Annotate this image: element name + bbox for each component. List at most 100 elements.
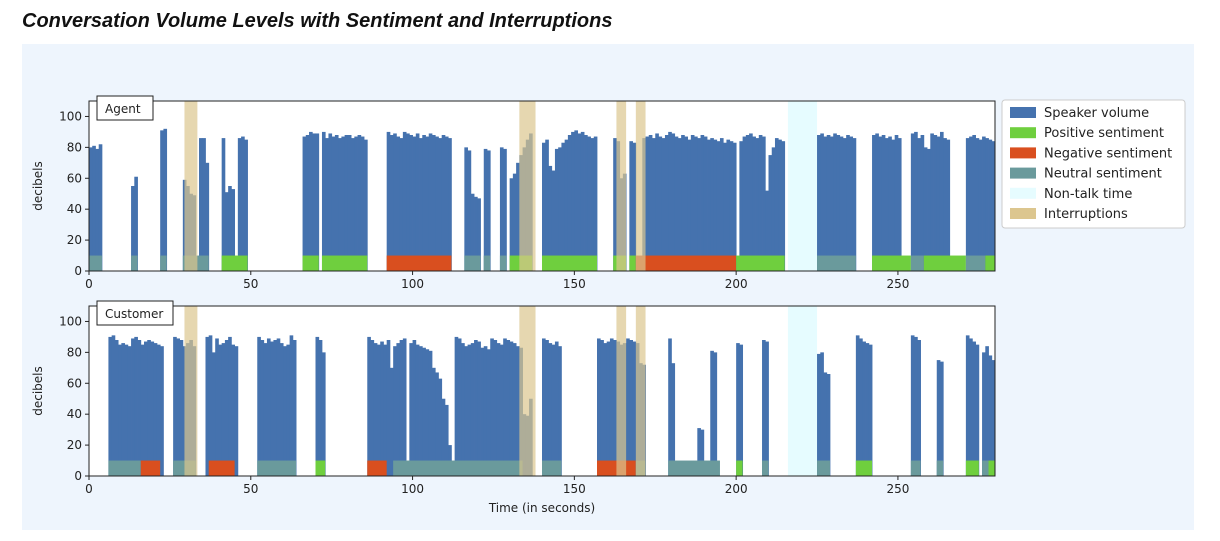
sentiment-bar-neutral (108, 460, 141, 476)
interruption-span (519, 306, 536, 476)
volume-bar (396, 343, 401, 476)
volume-bar (334, 135, 339, 271)
volume-bar (399, 138, 404, 271)
sentiment-bar-neutral (542, 460, 562, 476)
y-tick-label: 80 (67, 345, 82, 359)
volume-bar (360, 136, 365, 271)
volume-bar (499, 344, 504, 476)
volume-bar (315, 133, 320, 271)
volume-bar (289, 335, 294, 476)
volume-bar (972, 135, 976, 271)
x-tick-label: 100 (401, 277, 424, 291)
volume-bar (231, 344, 236, 476)
volume-bar (121, 343, 125, 476)
volume-bar (859, 338, 863, 476)
volume-bar (875, 133, 879, 271)
volume-bar (328, 133, 333, 271)
volume-bar (652, 138, 656, 271)
volume-bar (881, 135, 886, 271)
volume-bar (318, 340, 323, 476)
x-tick-label: 50 (243, 277, 258, 291)
x-tick-label: 100 (401, 482, 424, 496)
volume-bar (389, 135, 394, 271)
volume-bar (626, 338, 630, 476)
volume-bar (153, 343, 158, 476)
volume-bar (231, 189, 236, 271)
volume-bar (690, 135, 695, 271)
volume-bar (292, 340, 297, 476)
volume-bar (603, 343, 608, 476)
volume-bar (710, 138, 714, 271)
volume-bar (684, 136, 689, 271)
plot-agent: 0 20 40 60 80 100 0 50 100 150 200 250 decibels Agent (31, 95, 996, 291)
sentiment-bar-positive (315, 460, 326, 476)
volume-bar (435, 372, 439, 476)
volume-bar (480, 347, 485, 476)
volume-bar (548, 165, 553, 271)
volume-bar (341, 136, 346, 271)
volume-bar (629, 340, 633, 476)
volume-bar (862, 341, 866, 476)
legend-entry: Positive sentiment (1044, 126, 1164, 141)
volume-bar (506, 340, 511, 476)
volume-bar (545, 340, 549, 476)
volume-bar (516, 162, 520, 271)
volume-bar (124, 344, 129, 476)
volume-bar (939, 131, 944, 271)
volume-bar (590, 138, 595, 271)
volume-bar (707, 139, 711, 271)
volume-bar (758, 135, 763, 271)
x-axis-label: Time (in seconds) (488, 501, 595, 515)
volume-bar (396, 136, 401, 271)
panel-label: Agent (105, 102, 141, 116)
x-tick-label: 150 (563, 482, 586, 496)
volume-bar (658, 136, 663, 271)
sentiment-bar-neutral (257, 460, 297, 476)
volume-bar (872, 135, 876, 271)
volume-bar (493, 340, 498, 476)
volume-bar (147, 340, 151, 476)
volume-bar (399, 340, 404, 476)
sentiment-bar-neutral (393, 460, 523, 476)
volume-bar (558, 147, 562, 271)
volume-bar (273, 340, 278, 476)
volume-bar (593, 136, 598, 271)
volume-bar (144, 341, 148, 476)
sentiment-bar-positive (872, 255, 911, 271)
volume-bar (674, 136, 679, 271)
volume-bar (891, 139, 896, 271)
volume-bar (516, 346, 520, 476)
volume-bar (920, 135, 925, 271)
volume-bar (865, 343, 870, 476)
panel-label: Customer (105, 307, 163, 321)
volume-bar (846, 135, 850, 271)
volume-bar (370, 340, 375, 476)
sentiment-bar-neutral (131, 255, 138, 271)
volume-bar (208, 335, 213, 476)
panel-label-box (96, 300, 174, 326)
legend-swatch (1010, 127, 1036, 139)
volume-bar (716, 141, 721, 271)
legend-entry: Non-talk time (1044, 187, 1132, 202)
sentiment-bar-neutral (89, 255, 102, 271)
volume-bar (490, 338, 494, 476)
volume-bar (211, 352, 216, 476)
volume-bar (467, 344, 472, 476)
volume-bar (444, 404, 449, 476)
axes-frame (88, 100, 996, 272)
volume-bar (736, 343, 740, 476)
volume-bar (428, 350, 433, 476)
volume-bar (270, 341, 274, 476)
volume-bar (982, 136, 986, 271)
volume-bar (842, 138, 847, 271)
volume-bar (713, 139, 718, 271)
volume-bar (745, 135, 750, 271)
sentiment-bar-neutral (160, 255, 167, 271)
volume-bar (609, 338, 614, 476)
volume-bar (632, 341, 637, 476)
y-tick-label: 40 (67, 407, 82, 421)
volume-bar (820, 133, 824, 271)
sentiment-bar-neutral (499, 255, 507, 271)
volume-bar (263, 343, 268, 476)
